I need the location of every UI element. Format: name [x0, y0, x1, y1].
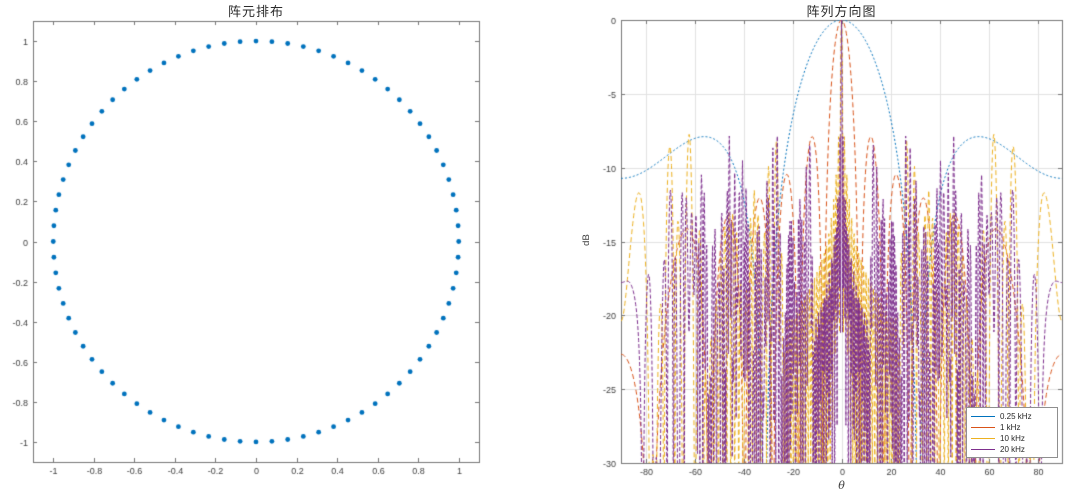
right-plot-title: 阵列方向图 [806, 5, 877, 20]
y-axis-label-db: dB [581, 234, 592, 246]
legend-label: 10 kHz [1000, 434, 1025, 443]
legend-label: 1 kHz [1000, 423, 1021, 432]
x-axis-label-theta: θ [838, 479, 845, 492]
legend-item-20khz: 20 kHz [971, 444, 1053, 455]
legend-line-swatch [971, 416, 995, 417]
legend-label: 20 kHz [1000, 445, 1025, 454]
legend-item-025khz: 0.25 kHz [971, 411, 1053, 422]
legend-line-swatch [971, 438, 995, 439]
legend-line-swatch [971, 427, 995, 428]
legend-item-1khz: 1 kHz [971, 422, 1053, 433]
legend-label: 0.25 kHz [1000, 412, 1032, 421]
legend-line-swatch [971, 449, 995, 450]
legend: 0.25 kHz 1 kHz 10 kHz 20 kHz [966, 407, 1058, 458]
left-plot-title: 阵元排布 [227, 5, 284, 20]
legend-item-10khz: 10 kHz [971, 433, 1053, 444]
